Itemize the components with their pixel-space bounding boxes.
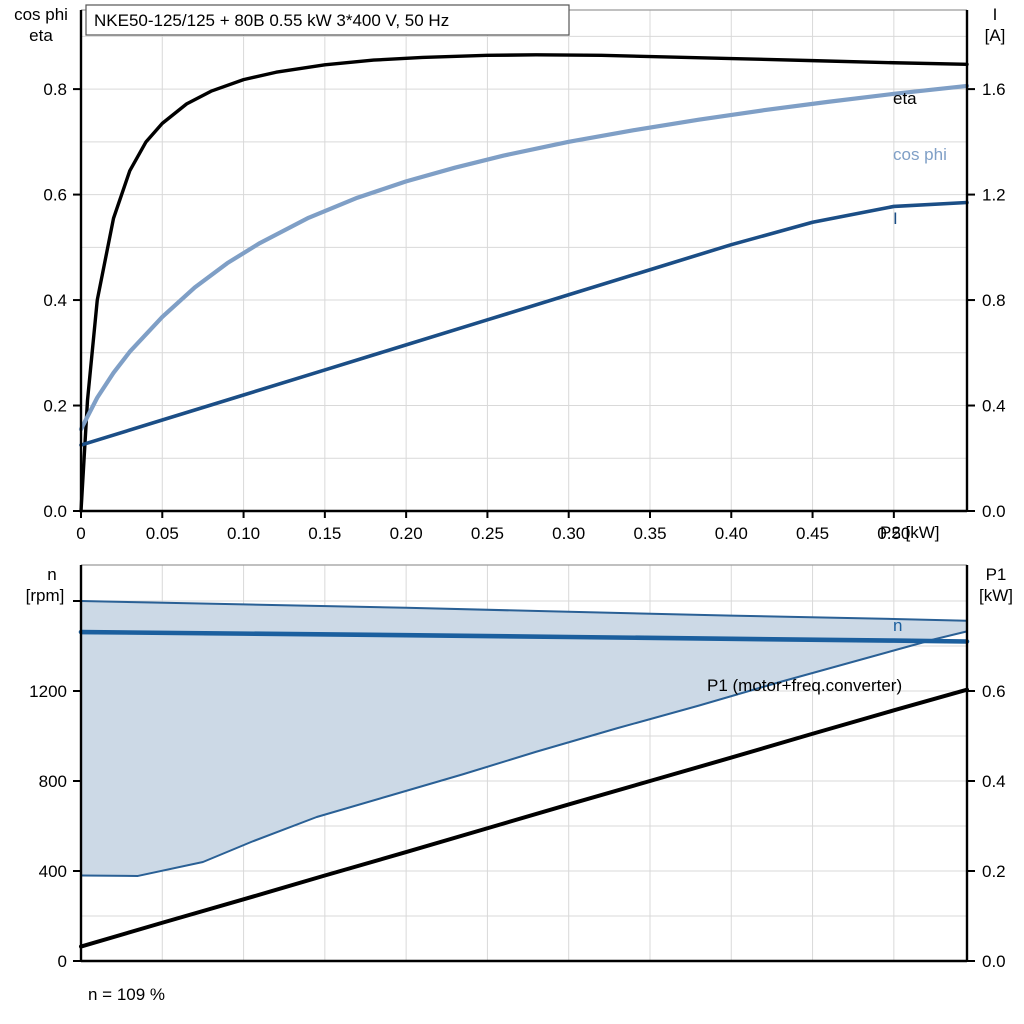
top-left-axis-title-line1: cos phi <box>14 5 68 24</box>
bottom-curve-p1 <box>79 687 969 949</box>
top-left-axis-title-line2: eta <box>29 26 53 45</box>
top-x-tick-label: 0.15 <box>308 524 341 543</box>
top-curve-eta <box>79 53 969 513</box>
top-x-tick-label: 0.20 <box>390 524 423 543</box>
top-x-tick-label: 0.10 <box>227 524 260 543</box>
bottom-y-left-tick-label: 400 <box>39 862 67 881</box>
top-y-left-tick-label: 0.6 <box>43 186 67 205</box>
top-x-tick-label: 0 <box>76 524 85 543</box>
curve-label-n: n <box>893 616 902 635</box>
bottom-chart: 0 400 800 1200 0.0 0.2 0.4 0.6 n [rpm] P1 [kW] … <box>0 545 1024 1024</box>
top-tick-labels: 0.0 0.2 0.4 0.6 0.8 0.0 0.4 0.8 1.2 1.6 0 0.05 0.10 0… <box>43 80 1005 543</box>
top-x-tick-label: 0.50 <box>877 524 910 543</box>
bottom-left-axis-title-line2: [rpm] <box>26 586 65 605</box>
top-curve-I <box>79 200 969 447</box>
top-x-tick-label: 0.40 <box>715 524 748 543</box>
top-curves <box>78 53 970 513</box>
top-y-left-tick-label: 0.2 <box>43 397 67 416</box>
top-x-tick-label: 0.35 <box>633 524 666 543</box>
top-curve-cos-phi <box>78 83 970 432</box>
bottom-y-right-tick-label: 0.4 <box>982 772 1006 791</box>
top-gridlines <box>81 10 967 511</box>
top-ticks <box>73 88 975 518</box>
bottom-left-axis-title-line1: n <box>47 565 56 584</box>
curve-label-eta: eta <box>893 89 917 108</box>
top-plot-area <box>81 10 967 511</box>
top-right-axis-title-line2: [A] <box>985 26 1006 45</box>
top-x-tick-label: 0.30 <box>552 524 585 543</box>
bottom-right-axis-title-line1: P1 <box>986 565 1007 584</box>
bottom-curve-n <box>78 629 970 644</box>
top-x-tick-label: 0.25 <box>471 524 504 543</box>
top-axes <box>79 10 969 513</box>
bottom-curve-n-band-upper <box>80 600 968 622</box>
top-y-left-tick-label: 0.8 <box>43 80 67 99</box>
top-x-tick-label: 0.05 <box>146 524 179 543</box>
bottom-y-left-tick-label: 800 <box>39 772 67 791</box>
top-y-right-tick-label: 0.4 <box>982 397 1006 416</box>
bottom-y-left-tick-label: 0 <box>58 952 67 971</box>
top-x-axis-title: P2 [kW] <box>880 523 940 542</box>
curve-label-current: I <box>893 209 898 228</box>
top-y-left-tick-label: 0.4 <box>43 291 67 310</box>
bottom-y-left-tick-label: 1200 <box>29 682 67 701</box>
figure-caption: n = 109 % <box>88 985 166 1004</box>
bottom-ticks <box>73 600 975 962</box>
top-chart-svg: 0.0 0.2 0.4 0.6 0.8 0.0 0.4 0.8 1.2 1.6 0 0.05 0.10 0… <box>14 4 1006 543</box>
bottom-curve-n-band-lower <box>80 630 968 877</box>
top-y-left-tick-label: 0.0 <box>43 502 67 521</box>
title-box <box>85 4 570 36</box>
bottom-y-right-tick-label: 0.2 <box>982 862 1006 881</box>
top-chart: 0.0 0.2 0.4 0.6 0.8 0.0 0.4 0.8 1.2 1.6 0 0.05 0.10 0… <box>14 4 1006 543</box>
bottom-axes <box>79 565 969 963</box>
bottom-right-axis-title-line2: [kW] <box>979 586 1013 605</box>
bottom-tick-labels: 0 400 800 1200 0.0 0.2 0.4 0.6 <box>29 682 1005 971</box>
curve-label-p1: P1 (motor+freq.converter) <box>707 676 902 695</box>
top-y-right-tick-label: 0.8 <box>982 291 1006 310</box>
bottom-y-right-tick-label: 0.6 <box>982 682 1006 701</box>
top-x-tick-label: 0.45 <box>796 524 829 543</box>
top-y-right-tick-label: 1.6 <box>982 80 1006 99</box>
curve-label-cos-phi: cos phi <box>893 145 947 164</box>
top-right-axis-title-line1: I <box>993 5 998 24</box>
top-y-right-tick-label: 0.0 <box>982 502 1006 521</box>
top-y-right-tick-label: 1.2 <box>982 186 1006 205</box>
bottom-speed-band-fill <box>81 601 967 876</box>
bottom-curves <box>78 600 970 949</box>
title-box-label: NKE50-125/125 + 80B 0.55 kW 3*400 V, 50 … <box>94 11 449 30</box>
bottom-y-right-tick-label: 0.0 <box>982 952 1006 971</box>
